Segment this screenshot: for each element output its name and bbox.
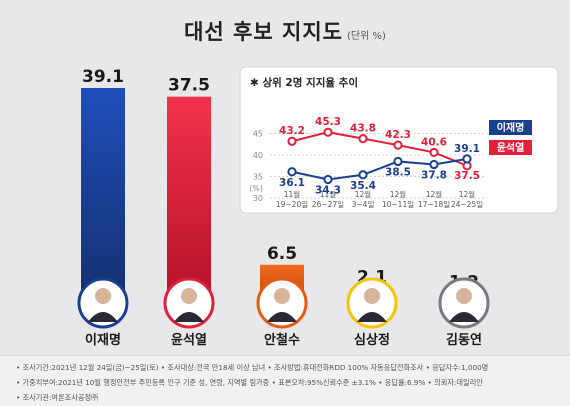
candidate-name-label: 이재명	[85, 332, 121, 348]
avatar-face	[181, 288, 197, 304]
candidate-name-label: 심상정	[354, 332, 390, 348]
y-tick-label: 30	[253, 194, 263, 203]
candidate-name-label: 윤석열	[171, 332, 207, 348]
x-day-label: 26~27일	[312, 200, 344, 209]
series-point	[393, 140, 403, 150]
series-point	[462, 154, 472, 164]
avatar-face	[364, 288, 380, 304]
series-point	[358, 134, 368, 144]
data-label: 37.8	[421, 169, 447, 181]
data-label: 40.6	[421, 136, 447, 148]
avatar-body	[174, 312, 204, 322]
data-label: 36.1	[279, 177, 305, 189]
chart-header: 대선 후보 지지도 (단위 %)	[0, 16, 570, 46]
series-point	[429, 147, 439, 158]
x-month-label: 12월	[426, 189, 443, 199]
data-label: 35.4	[350, 180, 376, 192]
candidate-avatar-icon	[346, 277, 398, 329]
x-day-label: 10~11일	[382, 200, 414, 209]
footnote-line-1: • 조사기간:2021년 12월 24일(금)~25일(토) • 조사대상:전국…	[16, 363, 489, 372]
data-label: 43.2	[279, 125, 305, 137]
y-unit-label: (%)	[249, 184, 263, 193]
candidate-name-label: 김동연	[446, 333, 482, 348]
legend-tag-이재명	[489, 120, 532, 135]
series-point	[287, 136, 297, 146]
chart-title: 대선 후보 지지도	[184, 20, 343, 44]
candidate-avatar-icon	[77, 277, 129, 329]
legend-label: 윤석열	[497, 141, 525, 154]
survey-footnote: • 조사기간:2021년 12월 24일(금)~25일(토) • 조사대상:전국…	[0, 355, 570, 406]
data-label: 45.3	[315, 116, 341, 128]
data-label: 34.3	[315, 185, 341, 197]
data-label: 42.3	[385, 129, 411, 141]
x-month-label: 12월	[459, 189, 476, 199]
series-point	[358, 170, 368, 180]
inset-title: ✱ 상위 2명 지지율 추이	[250, 76, 358, 89]
avatar-face	[95, 288, 111, 304]
footnote-line-2: • 가중치부여:2021년 10월 행정안전부 주민등록 인구 기준 성, 연령…	[16, 378, 483, 387]
x-month-label: 12월	[390, 189, 407, 199]
avatar-face	[274, 288, 290, 304]
y-tick-label: 45	[253, 130, 263, 139]
avatar-body	[88, 312, 118, 322]
series-point	[429, 159, 439, 170]
bar-value-label: 37.5	[168, 76, 210, 96]
x-day-label: 19~20일	[276, 200, 308, 209]
series-point	[393, 156, 403, 167]
bar-윤석열	[167, 96, 211, 300]
data-label: 39.1	[454, 143, 480, 155]
avatar-body	[267, 312, 297, 322]
y-tick-label: 40	[253, 151, 263, 160]
series-point	[323, 127, 333, 137]
candidate-avatar-icon	[438, 277, 490, 329]
x-day-label: 17~18일	[418, 200, 450, 209]
x-day-label: 24~25일	[451, 200, 483, 209]
bar-value-label: 6.5	[267, 244, 297, 264]
data-label: 37.5	[454, 170, 480, 182]
x-month-label: 12월	[355, 189, 372, 199]
series-line-이재명	[291, 157, 468, 181]
x-day-label: 3~4일	[352, 200, 375, 209]
candidate-name-label: 안철수	[264, 332, 300, 348]
unit-label: (단위 %)	[346, 31, 386, 42]
series-point	[323, 174, 333, 185]
x-month-label: 11월	[320, 189, 337, 199]
candidate-avatar-icon	[256, 277, 308, 329]
data-label: 38.5	[385, 166, 411, 178]
candidate-avatar-icon	[163, 277, 215, 329]
avatar-face	[456, 288, 472, 304]
avatar-body	[357, 312, 387, 322]
bar-value-label: 39.1	[82, 67, 124, 87]
data-label: 43.8	[350, 123, 376, 135]
bar-이재명	[81, 88, 125, 300]
legend-tag-윤석열	[489, 140, 532, 155]
y-tick-label: 35	[253, 173, 263, 182]
avatar-body	[449, 312, 479, 322]
x-month-label: 11월	[284, 189, 301, 199]
series-line-윤석열	[291, 131, 468, 167]
legend-label: 이재명	[497, 121, 525, 134]
series-point	[287, 167, 297, 177]
footnote-line-3: • 조사기관:여론조사공정㈜	[16, 393, 99, 402]
